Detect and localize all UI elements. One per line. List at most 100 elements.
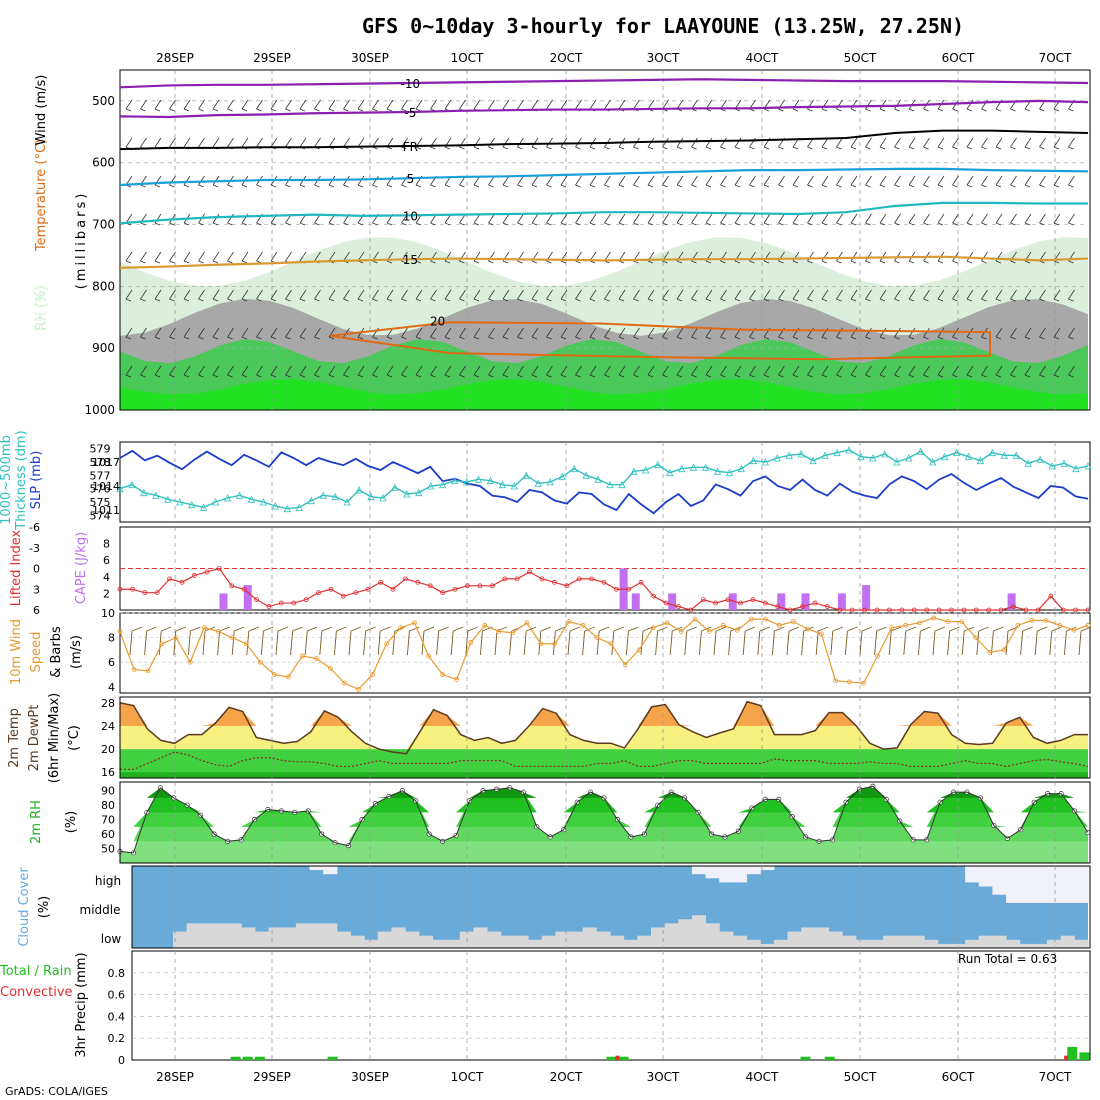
wind-barb-flag [894, 260, 900, 264]
wind-barb [662, 365, 669, 376]
wind-barb-flag [183, 298, 190, 302]
wind-barb [705, 137, 713, 148]
wind-barb [285, 327, 292, 338]
surface-wind-barb [1063, 630, 1067, 656]
wind-speed-line [119, 617, 1089, 691]
wind-barb-flag [807, 146, 813, 150]
cloud-low-bar [350, 935, 365, 948]
wind-barb-flag [807, 184, 813, 188]
wind-barb [778, 213, 785, 224]
wind-barb [227, 289, 234, 300]
wind-barb-flag [633, 374, 639, 378]
wind-barb-flag [314, 374, 320, 378]
wind-barb [589, 365, 597, 376]
wind-barb [865, 365, 872, 376]
cloud-low-bar [391, 927, 406, 948]
wind-barb [894, 137, 901, 148]
wind-barb-flag [415, 108, 422, 112]
wind-barb [908, 327, 916, 338]
wind-barb-flag [459, 374, 465, 378]
wind-barb [1039, 175, 1046, 186]
isotherm-label: 15 [403, 253, 418, 267]
wind-barb [517, 289, 524, 300]
wind-unit-label: (m/s) [69, 635, 84, 669]
wind-barb [720, 365, 727, 376]
cloud-low-bar [295, 923, 311, 948]
wind-barb [314, 327, 321, 338]
wind-marker [805, 626, 810, 632]
wind-barb-flag [676, 184, 683, 188]
wind-barb [734, 175, 742, 186]
lifted-tick-label: 6 [33, 604, 40, 617]
wind-barb-flag [705, 336, 712, 340]
wind-barb [459, 365, 466, 376]
wind-barb [430, 289, 437, 300]
precip-tick-label: 0.8 [108, 967, 126, 980]
cloud-low-bar [719, 931, 734, 948]
wind-barb [589, 327, 597, 338]
wind-barb [1039, 365, 1046, 376]
wind-barb [343, 327, 350, 338]
surface-wind-barb [275, 630, 279, 656]
wind-barb [676, 175, 684, 186]
wind-barb [546, 99, 553, 110]
wind-barb-flag [415, 222, 422, 226]
wind-barb-flag [792, 108, 799, 112]
wind-barb [125, 327, 133, 338]
wind-barb [676, 99, 684, 110]
wind-barb [1053, 327, 1061, 338]
wind-barb-flag [705, 222, 712, 226]
wind-barb [1039, 137, 1046, 148]
wind-barb-flag [560, 260, 567, 264]
thickness-marker [522, 471, 530, 479]
wind-barb [691, 137, 698, 148]
wind-barb-flag [720, 184, 726, 188]
cloud-low-bar [473, 927, 488, 948]
wind-marker [187, 659, 193, 665]
wind-barb [531, 99, 539, 110]
wind-barb-flag [604, 336, 610, 340]
wind-barb-flag [966, 146, 973, 150]
wind-barb-flag [517, 298, 523, 302]
precip-tick-label: 0.4 [108, 1010, 126, 1023]
isotherm-label: 10 [403, 209, 418, 223]
wind-barb-flag [314, 336, 320, 340]
temperature-panel: 28 24 20 16 2m Temp 2m DewPt (6hr Min/Max) (°C) [7, 693, 1091, 783]
wind-barb-flag [372, 108, 378, 112]
wind-barb-flag [531, 222, 538, 226]
wind-marker [692, 616, 698, 622]
wind-barb [125, 175, 133, 186]
wind-barb-flag [328, 108, 335, 112]
wind-barb [299, 327, 307, 338]
wind-barb [299, 99, 307, 110]
wind-barb-flag [589, 146, 596, 150]
wind-barb-flag [488, 374, 494, 378]
cloud-low-bar [596, 931, 611, 948]
wind-barb-flag [879, 184, 886, 188]
wind-barb-flag [473, 336, 480, 340]
wind-barb-flag [850, 298, 857, 302]
cloud-low-bar [814, 927, 830, 948]
cloud-low-bar [186, 923, 201, 948]
wind-barb [212, 365, 220, 376]
wind-barb [140, 137, 147, 148]
wind-marker [229, 635, 235, 641]
wind-barb [662, 175, 669, 186]
wind-barb-flag [618, 146, 625, 150]
cloud-low-bar [172, 931, 188, 948]
cloud-low-bar [514, 935, 529, 948]
surface-wind-barb [874, 630, 878, 656]
wind-barb [473, 365, 481, 376]
wind-barb [212, 99, 220, 110]
cloud-low-bar [1019, 943, 1034, 948]
wind-barb [488, 365, 495, 376]
cloud-low-bar [732, 935, 748, 948]
surface-wind-barb-flag [496, 626, 508, 632]
top-day-label: 5OCT [844, 51, 877, 65]
wind-barb [633, 175, 640, 186]
wind-barb [807, 213, 814, 224]
bottom-time-axis: 28SEP 29SEP 30SEP 1OCT 2OCT 3OCT 4OCT 5OCT 6OCT 7… [156, 1070, 1072, 1084]
wind-barb-flag [299, 222, 306, 226]
wind-barb-flag [894, 184, 900, 188]
wind-barb-flag [386, 108, 393, 112]
